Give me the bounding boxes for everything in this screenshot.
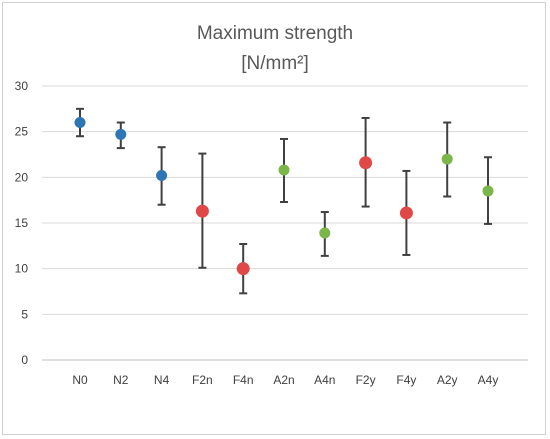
- point-A4y: [482, 185, 494, 197]
- point-A2y: [441, 153, 453, 165]
- x-category-label: A2n: [273, 373, 294, 387]
- chart-frame: [2, 2, 546, 435]
- x-category-label: N0: [72, 373, 88, 387]
- x-category-label: F4y: [396, 373, 416, 387]
- y-tick-label: 0: [21, 353, 28, 367]
- point-F4n: [236, 262, 250, 276]
- y-tick-label: 5: [21, 307, 28, 321]
- x-category-label: A4n: [314, 373, 335, 387]
- y-tick-label: 30: [15, 79, 29, 93]
- x-category-label: A4y: [478, 373, 499, 387]
- x-axis-categories: N0 N2 N4 F2n F4n A2n A4n F2y F4y A2y A4y: [72, 373, 498, 387]
- x-category-label: F4n: [233, 373, 254, 387]
- x-category-label: N4: [154, 373, 170, 387]
- point-F2n: [195, 204, 209, 218]
- y-tick-label: 25: [15, 125, 29, 139]
- y-axis-ticks: 0 5 10 15 20 25 30: [15, 79, 29, 367]
- point-F2y: [359, 156, 373, 170]
- point-F4y: [399, 206, 413, 220]
- chart-title-line2: [N/mm²]: [241, 53, 309, 74]
- chart-title-line1: Maximum strength: [197, 23, 353, 44]
- x-category-label: A2y: [437, 373, 458, 387]
- x-category-label: N2: [113, 373, 129, 387]
- data-points: [74, 117, 494, 276]
- x-category-label: F2y: [356, 373, 376, 387]
- y-tick-label: 10: [15, 262, 29, 276]
- point-N4: [156, 170, 168, 182]
- point-N0: [74, 117, 86, 129]
- point-A4n: [319, 227, 331, 239]
- y-tick-label: 15: [15, 216, 29, 230]
- x-category-label: F2n: [192, 373, 213, 387]
- y-tick-label: 20: [15, 170, 29, 184]
- point-N2: [115, 128, 127, 140]
- error-bars: [76, 107, 492, 295]
- point-A2n: [278, 164, 290, 176]
